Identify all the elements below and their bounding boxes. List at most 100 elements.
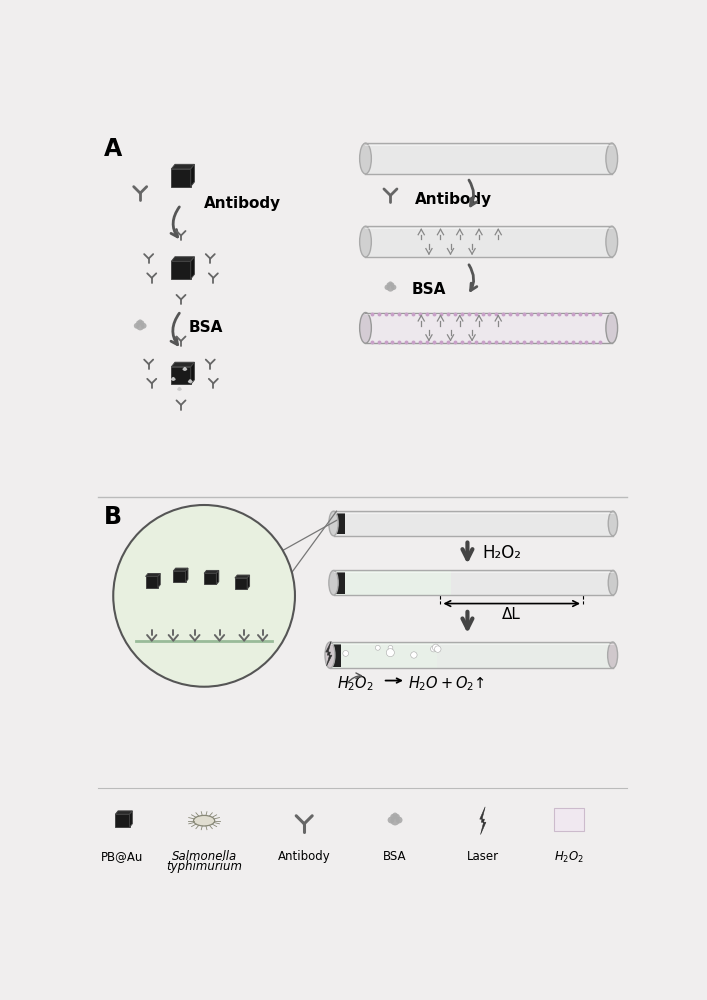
Polygon shape: [146, 574, 160, 576]
Ellipse shape: [360, 226, 371, 257]
Polygon shape: [366, 312, 612, 343]
Circle shape: [435, 646, 441, 652]
Ellipse shape: [237, 609, 252, 616]
Circle shape: [375, 645, 380, 650]
Circle shape: [254, 645, 256, 648]
Circle shape: [387, 284, 395, 292]
Text: Antibody: Antibody: [278, 850, 331, 863]
Circle shape: [141, 646, 144, 649]
Text: $H_2O_2$: $H_2O_2$: [337, 674, 373, 693]
Circle shape: [113, 505, 295, 687]
Circle shape: [255, 646, 257, 649]
Polygon shape: [204, 573, 216, 584]
Polygon shape: [235, 575, 250, 578]
Circle shape: [171, 378, 173, 380]
Text: A: A: [104, 137, 122, 161]
Circle shape: [141, 323, 146, 329]
Polygon shape: [204, 570, 218, 573]
Text: typhimurium: typhimurium: [166, 860, 242, 873]
Circle shape: [343, 651, 349, 656]
Circle shape: [192, 645, 194, 647]
Ellipse shape: [606, 226, 618, 257]
Circle shape: [140, 645, 142, 647]
Circle shape: [182, 368, 185, 370]
Text: BSA: BSA: [383, 850, 407, 863]
Ellipse shape: [607, 642, 618, 668]
Circle shape: [188, 381, 190, 383]
Text: PB@Au: PB@Au: [101, 850, 144, 863]
Text: Antibody: Antibody: [415, 192, 492, 207]
Circle shape: [189, 646, 192, 649]
Circle shape: [431, 646, 436, 652]
Polygon shape: [330, 642, 438, 668]
Circle shape: [395, 814, 399, 819]
Circle shape: [183, 367, 185, 369]
Polygon shape: [158, 574, 160, 588]
Polygon shape: [146, 576, 158, 588]
Polygon shape: [216, 570, 218, 584]
Circle shape: [136, 322, 144, 330]
Polygon shape: [235, 578, 247, 589]
Circle shape: [136, 321, 141, 325]
Polygon shape: [334, 570, 613, 595]
Text: BSA: BSA: [189, 320, 223, 335]
Circle shape: [185, 368, 187, 370]
Circle shape: [411, 652, 417, 658]
Text: H₂O₂: H₂O₂: [483, 544, 522, 562]
Ellipse shape: [606, 312, 618, 343]
Polygon shape: [330, 644, 341, 667]
Ellipse shape: [608, 511, 618, 536]
Polygon shape: [191, 257, 194, 279]
Circle shape: [173, 378, 175, 380]
Ellipse shape: [329, 511, 338, 536]
Circle shape: [392, 813, 398, 818]
Circle shape: [138, 319, 143, 324]
FancyBboxPatch shape: [554, 808, 585, 831]
Polygon shape: [191, 362, 194, 384]
Ellipse shape: [329, 570, 338, 595]
Circle shape: [138, 646, 141, 649]
Circle shape: [180, 388, 182, 390]
Polygon shape: [129, 811, 132, 827]
Polygon shape: [191, 164, 194, 187]
Circle shape: [141, 645, 143, 648]
Circle shape: [139, 321, 144, 325]
Ellipse shape: [608, 570, 618, 595]
Polygon shape: [334, 572, 345, 594]
Circle shape: [252, 645, 255, 648]
Circle shape: [183, 368, 187, 371]
Circle shape: [385, 285, 390, 290]
Circle shape: [134, 323, 139, 329]
Text: $H_2O+O_2$↑: $H_2O+O_2$↑: [408, 674, 485, 693]
Circle shape: [172, 378, 175, 381]
Polygon shape: [334, 570, 451, 595]
Circle shape: [190, 646, 194, 650]
Circle shape: [388, 281, 392, 286]
Circle shape: [387, 817, 395, 823]
Circle shape: [190, 380, 192, 381]
Polygon shape: [173, 568, 188, 571]
Circle shape: [189, 380, 192, 383]
Circle shape: [251, 646, 254, 649]
Circle shape: [390, 282, 395, 287]
Polygon shape: [171, 169, 191, 187]
Circle shape: [173, 377, 174, 379]
Circle shape: [190, 381, 192, 383]
Circle shape: [252, 646, 256, 650]
Text: ΔL: ΔL: [502, 607, 521, 622]
Circle shape: [179, 387, 180, 389]
Circle shape: [396, 817, 402, 823]
Text: BSA: BSA: [412, 282, 446, 297]
Circle shape: [253, 645, 255, 647]
Polygon shape: [115, 814, 129, 827]
Polygon shape: [115, 811, 132, 814]
Text: Laser: Laser: [467, 850, 499, 863]
Polygon shape: [326, 641, 332, 666]
Polygon shape: [171, 257, 194, 261]
Polygon shape: [186, 568, 188, 582]
Polygon shape: [247, 575, 250, 589]
Circle shape: [189, 379, 191, 381]
Ellipse shape: [606, 143, 618, 174]
Text: Salmonella: Salmonella: [172, 850, 237, 863]
Circle shape: [390, 814, 396, 819]
